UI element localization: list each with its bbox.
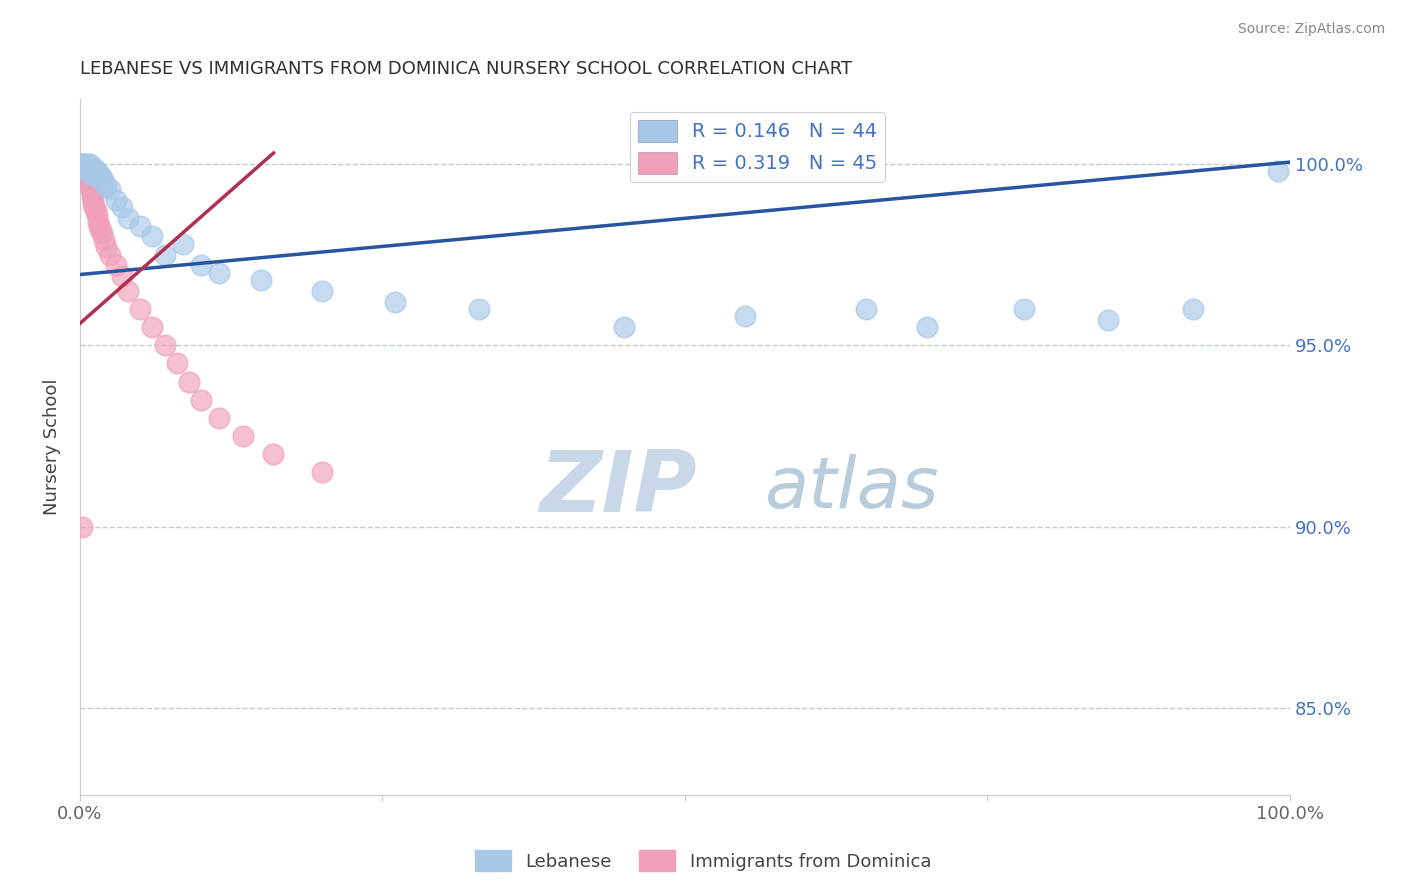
Point: [79, 178, 101, 193]
Point: [93, 233, 115, 247]
Point: [613, 320, 636, 334]
Point: [79, 157, 101, 171]
Point: [117, 211, 139, 226]
Point: [111, 201, 134, 215]
Point: [1012, 301, 1035, 316]
Point: [76, 171, 98, 186]
Point: [87, 168, 110, 182]
Point: [1182, 301, 1205, 316]
Point: [80, 178, 103, 193]
Point: [105, 193, 128, 207]
Point: [80, 168, 103, 182]
Point: [1267, 164, 1289, 178]
Point: [177, 375, 200, 389]
Point: [83, 201, 105, 215]
Point: [90, 171, 112, 186]
Text: Source: ZipAtlas.com: Source: ZipAtlas.com: [1237, 22, 1385, 37]
Point: [98, 247, 121, 261]
Point: [89, 222, 111, 236]
Point: [80, 189, 103, 203]
Point: [311, 284, 333, 298]
Point: [76, 168, 98, 182]
Point: [129, 301, 152, 316]
Point: [93, 175, 115, 189]
Point: [72, 161, 94, 175]
Point: [190, 392, 212, 407]
Point: [98, 182, 121, 196]
Point: [250, 273, 273, 287]
Point: [83, 161, 105, 175]
Point: [72, 157, 94, 171]
Point: [263, 447, 285, 461]
Point: [208, 266, 231, 280]
Point: [384, 294, 406, 309]
Point: [190, 259, 212, 273]
Point: [82, 164, 104, 178]
Point: [117, 284, 139, 298]
Point: [89, 168, 111, 182]
Point: [82, 193, 104, 207]
Point: [80, 164, 103, 178]
Point: [141, 229, 163, 244]
Point: [77, 171, 100, 186]
Point: [96, 178, 118, 193]
Point: [468, 301, 491, 316]
Point: [79, 175, 101, 189]
Point: [90, 226, 112, 240]
Point: [105, 259, 128, 273]
Point: [75, 161, 97, 175]
Point: [208, 410, 231, 425]
Point: [1097, 313, 1119, 327]
Point: [70, 157, 93, 171]
Legend: Lebanese, Immigrants from Dominica: Lebanese, Immigrants from Dominica: [468, 843, 938, 879]
Point: [86, 164, 108, 178]
Point: [75, 168, 97, 182]
Point: [84, 204, 107, 219]
Point: [76, 164, 98, 178]
Point: [311, 465, 333, 479]
Point: [75, 164, 97, 178]
Text: LEBANESE VS IMMIGRANTS FROM DOMINICA NURSERY SCHOOL CORRELATION CHART: LEBANESE VS IMMIGRANTS FROM DOMINICA NUR…: [80, 60, 852, 78]
Point: [87, 215, 110, 229]
Point: [77, 161, 100, 175]
Point: [72, 164, 94, 178]
Point: [172, 236, 194, 251]
Point: [84, 168, 107, 182]
Point: [80, 161, 103, 175]
Point: [89, 171, 111, 186]
Point: [80, 182, 103, 196]
Point: [86, 208, 108, 222]
Point: [72, 157, 94, 171]
Point: [915, 320, 938, 334]
Point: [153, 247, 176, 261]
Point: [80, 186, 103, 200]
Point: [96, 240, 118, 254]
Legend: R = 0.146   N = 44, R = 0.319   N = 45: R = 0.146 N = 44, R = 0.319 N = 45: [630, 112, 886, 182]
Point: [166, 356, 188, 370]
Point: [72, 161, 94, 175]
Point: [73, 161, 96, 175]
Point: [111, 269, 134, 284]
Point: [855, 301, 877, 316]
Point: [89, 219, 111, 233]
Y-axis label: Nursery School: Nursery School: [44, 378, 60, 515]
Point: [76, 157, 98, 171]
Point: [73, 161, 96, 175]
Point: [73, 164, 96, 178]
Point: [129, 219, 152, 233]
Point: [73, 157, 96, 171]
Text: atlas: atlas: [763, 454, 938, 523]
Point: [72, 161, 94, 175]
Point: [77, 175, 100, 189]
Text: ZIP: ZIP: [540, 447, 697, 530]
Point: [82, 196, 104, 211]
Point: [232, 429, 254, 443]
Point: [734, 310, 756, 324]
Point: [153, 338, 176, 352]
Point: [72, 519, 94, 533]
Point: [141, 320, 163, 334]
